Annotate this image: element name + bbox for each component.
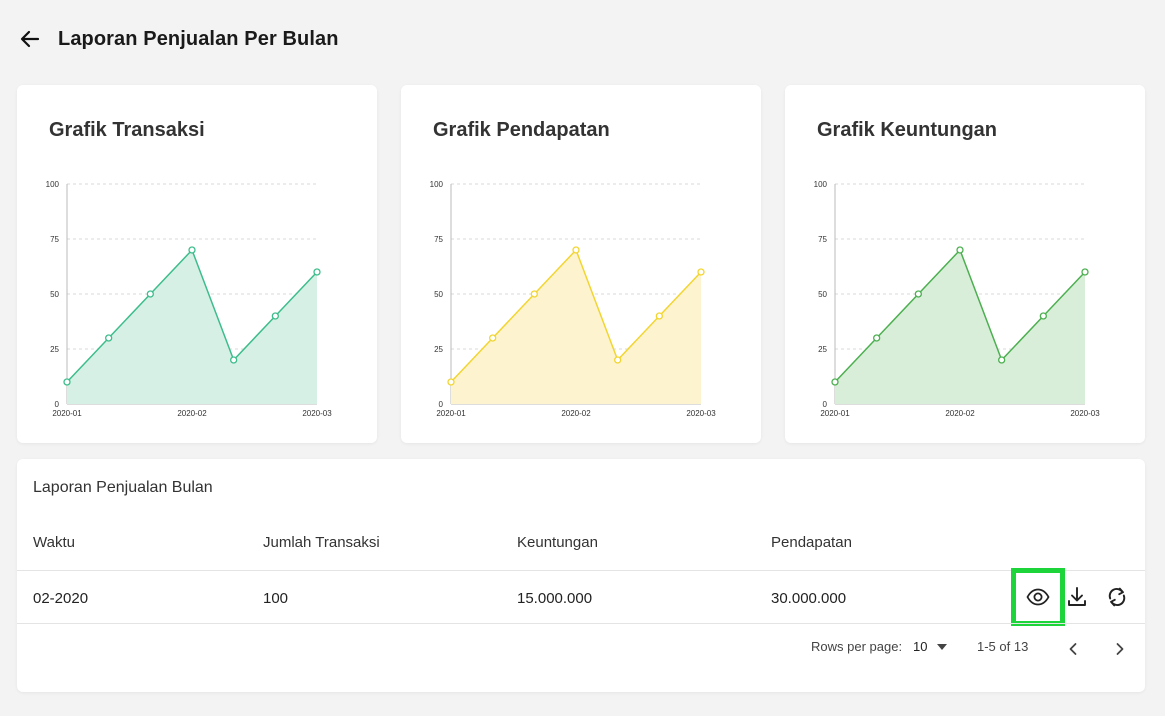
chevron-right-icon <box>1116 643 1124 655</box>
chevron-left-icon <box>1069 643 1077 655</box>
y-tick-label: 100 <box>46 180 60 189</box>
rows-per-page-value: 10 <box>913 639 928 654</box>
x-tick-label: 2020-03 <box>686 409 716 418</box>
y-tick-label: 50 <box>434 290 443 299</box>
column-header-pendapatan[interactable]: Pendapatan <box>771 534 852 551</box>
cell-keuntungan: 15.000.000 <box>517 590 593 607</box>
column-header-waktu[interactable]: Waktu <box>33 534 75 551</box>
data-point[interactable] <box>1039 312 1047 320</box>
data-point[interactable] <box>1081 268 1089 276</box>
chart-card-transaksi: Grafik Transaksi 100 75 50 25 0 2020-01 2020-0… <box>17 85 377 443</box>
row-divider <box>17 623 1145 624</box>
data-point[interactable] <box>105 334 113 342</box>
x-tick-label: 2020-01 <box>820 409 850 418</box>
x-tick-label: 2020-03 <box>1070 409 1100 418</box>
back-arrow-icon[interactable] <box>18 27 42 51</box>
series-area <box>451 250 701 404</box>
y-tick-label: 0 <box>55 400 60 409</box>
data-point[interactable] <box>956 246 964 254</box>
data-point[interactable] <box>655 312 663 320</box>
chart-title: Grafik Pendapatan <box>433 119 610 141</box>
y-tick-label: 100 <box>814 180 828 189</box>
refresh-icon <box>1108 587 1126 607</box>
data-point[interactable] <box>271 312 279 320</box>
y-tick-label: 25 <box>818 345 827 354</box>
pagination-range: 1-5 of 13 <box>977 639 1029 654</box>
x-tick-label: 2020-03 <box>302 409 332 418</box>
data-point[interactable] <box>572 246 580 254</box>
x-tick-label: 2020-01 <box>436 409 466 418</box>
data-point[interactable] <box>697 268 705 276</box>
data-point[interactable] <box>614 356 622 364</box>
data-point[interactable] <box>530 290 538 298</box>
cell-waktu: 02-2020 <box>33 590 89 607</box>
header-divider <box>17 570 1145 571</box>
data-point[interactable] <box>831 378 839 386</box>
prev-page-button[interactable] <box>1061 637 1085 661</box>
chart-card-keuntungan: Grafik Keuntungan 100 75 50 25 0 2020-01 2020-… <box>785 85 1145 443</box>
download-button[interactable] <box>1060 577 1094 617</box>
data-point[interactable] <box>313 268 321 276</box>
x-tick-label: 2020-02 <box>561 409 591 418</box>
y-tick-label: 100 <box>430 180 444 189</box>
report-table-card: Laporan Penjualan Bulan Waktu Jumlah Tra… <box>17 459 1145 692</box>
y-tick-label: 0 <box>823 400 828 409</box>
download-icon <box>1068 587 1086 606</box>
data-point[interactable] <box>447 378 455 386</box>
data-point[interactable] <box>489 334 497 342</box>
data-point[interactable] <box>998 356 1006 364</box>
rows-per-page-select[interactable]: 10 <box>913 639 948 654</box>
y-tick-label: 25 <box>50 345 59 354</box>
page-title: Laporan Penjualan Per Bulan <box>58 27 339 50</box>
data-point[interactable] <box>146 290 154 298</box>
y-tick-label: 50 <box>818 290 827 299</box>
data-point[interactable] <box>914 290 922 298</box>
y-tick-label: 25 <box>434 345 443 354</box>
data-point[interactable] <box>230 356 238 364</box>
y-tick-label: 75 <box>434 235 443 244</box>
y-tick-label: 75 <box>818 235 827 244</box>
data-point[interactable] <box>63 378 71 386</box>
next-page-button[interactable] <box>1108 637 1132 661</box>
rows-per-page-label: Rows per page: <box>811 639 903 654</box>
series-area <box>67 250 317 404</box>
series-area <box>835 250 1085 404</box>
column-header-keuntungan[interactable]: Keuntungan <box>517 534 598 551</box>
data-point[interactable] <box>873 334 881 342</box>
caret-down-icon <box>937 643 948 650</box>
data-point[interactable] <box>188 246 196 254</box>
chart-title: Grafik Keuntungan <box>817 119 998 141</box>
x-tick-label: 2020-01 <box>52 409 82 418</box>
eye-icon <box>1026 588 1050 606</box>
x-tick-label: 2020-02 <box>177 409 207 418</box>
x-tick-label: 2020-02 <box>945 409 975 418</box>
view-button[interactable] <box>1011 568 1065 626</box>
y-tick-label: 0 <box>439 400 444 409</box>
chart-title: Grafik Transaksi <box>49 119 205 141</box>
refresh-button[interactable] <box>1100 577 1134 617</box>
top-bar: Laporan Penjualan Per Bulan <box>18 24 339 54</box>
column-header-jumlah-transaksi[interactable]: Jumlah Transaksi <box>263 534 380 551</box>
cell-pendapatan: 30.000.000 <box>771 590 847 607</box>
y-tick-label: 75 <box>50 235 59 244</box>
cell-jumlah-transaksi: 100 <box>263 590 289 607</box>
table-title: Laporan Penjualan Bulan <box>33 479 213 496</box>
y-tick-label: 50 <box>50 290 59 299</box>
chart-card-pendapatan: Grafik Pendapatan 100 75 50 25 0 2020-01 2020-… <box>401 85 761 443</box>
